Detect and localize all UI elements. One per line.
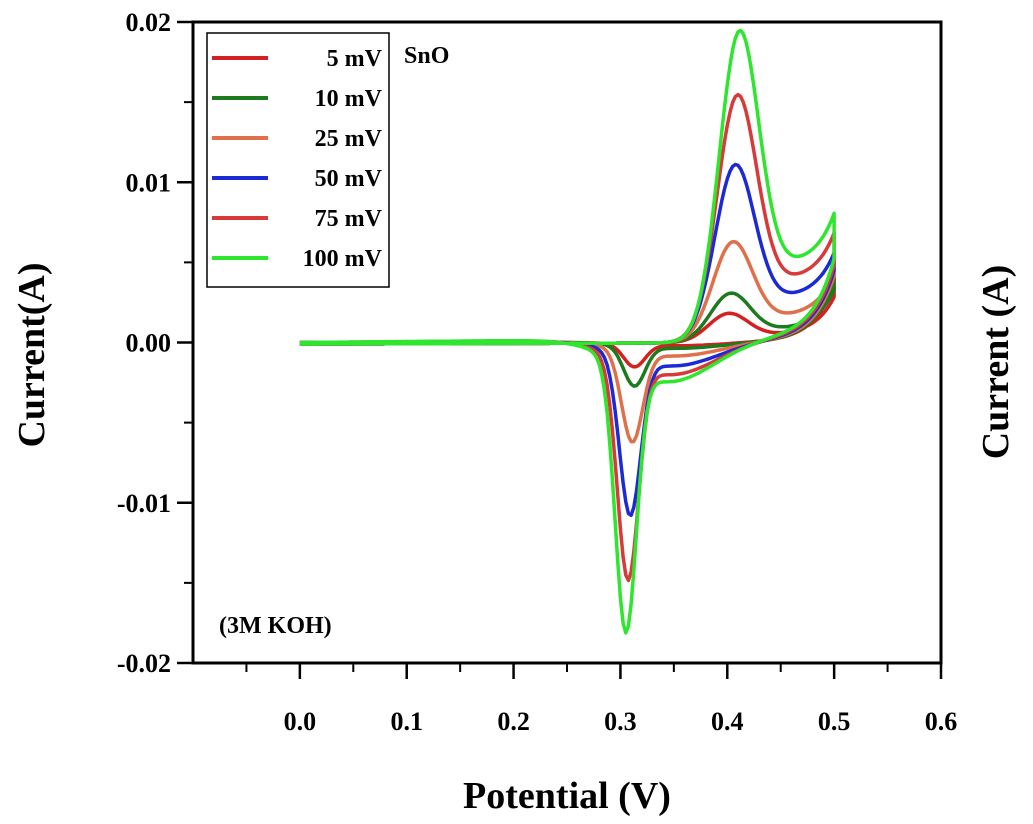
x-axis-title: Potential (V) (463, 775, 671, 817)
annotation-electrolyte: (3M KOH) (219, 613, 332, 639)
x-tick-label: 0.2 (497, 707, 530, 736)
legend-label: 100 mV (303, 246, 383, 272)
x-tick-label: 0.5 (818, 707, 851, 736)
x-tick-label: 0.3 (604, 707, 637, 736)
legend-box (206, 32, 390, 288)
y-tick-label: 0.02 (126, 8, 172, 37)
x-tick-label: 0.4 (711, 707, 744, 736)
y-axis-title: Current(A) (11, 262, 53, 447)
series-curves (299, 28, 836, 635)
x-tick-label: 0.6 (925, 707, 958, 736)
legend-title: SnO (404, 43, 449, 69)
legend-label: 25 mV (315, 126, 383, 152)
legend: 5 mV 10 mV 25 mV 50 mV 75 mV 100 mV (212, 46, 383, 272)
legend-label: 5 mV (327, 46, 383, 72)
y-tick-label: -0.01 (117, 489, 171, 518)
series-curve (299, 28, 836, 635)
legend-label: 75 mV (315, 206, 383, 232)
legend-label: 50 mV (315, 166, 383, 192)
y-axis-title-right: Current (A) (975, 265, 1017, 460)
legend-label: 10 mV (315, 86, 383, 112)
x-tick-label: 0.0 (284, 707, 317, 736)
x-ticks: 0.0 0.1 0.2 0.3 0.4 0.5 0.6 (245, 663, 958, 736)
y-tick-label: -0.02 (117, 649, 171, 678)
y-tick-label: 0.01 (126, 168, 172, 197)
y-tick-label: 0.00 (126, 329, 172, 358)
x-tick-label: 0.1 (390, 707, 423, 736)
y-ticks: -0.02 -0.01 0.00 0.01 0.02 (117, 8, 193, 678)
